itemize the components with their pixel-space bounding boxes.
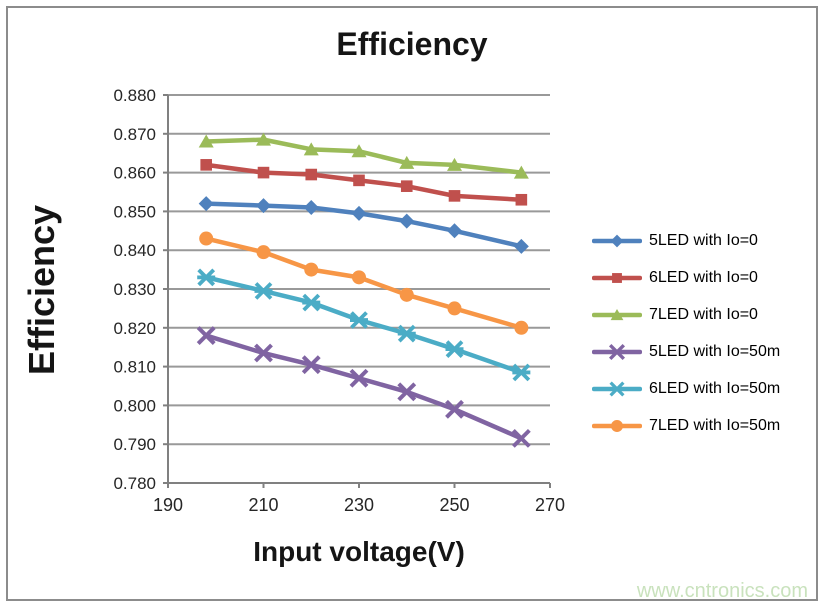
y-tick-label: 0.860 [113,164,156,183]
y-tick-label: 0.790 [113,435,156,454]
legend-label: 6LED with Io=50m [649,379,781,397]
y-tick-label: 0.780 [113,474,156,493]
legend-entry: 5LED with Io=0 [592,222,780,259]
asterisk-marker-icon [592,380,642,397]
series-5led-with-io-50m [196,326,531,448]
y-tick-label: 0.800 [113,396,156,415]
y-tick-label: 0.810 [113,358,156,377]
y-tick-label: 0.870 [113,125,156,144]
legend-entry: 6LED with Io=50m [592,370,780,407]
x-marker-icon [592,343,642,360]
legend-label: 5LED with Io=0 [649,231,758,249]
legend-entry: 5LED with Io=50m [592,333,780,370]
series-7led-with-io-0 [198,132,529,179]
series-6led-with-io-50m [197,268,531,382]
legend-entry: 7LED with Io=50m [592,407,780,444]
y-tick-label: 0.820 [113,319,156,338]
x-tick-label: 250 [439,495,469,515]
triangle-marker-icon [592,308,642,320]
legend-entry: 7LED with Io=0 [592,296,780,333]
y-tick-label: 0.880 [113,86,156,105]
circle-marker-icon [592,419,642,432]
series-6led-with-io-0 [200,159,528,206]
series-5led-with-io-0 [198,196,529,254]
x-axis-title: Input voltage(V) [253,536,465,567]
watermark: www.cntronics.com [636,580,808,602]
y-tick-label: 0.840 [113,241,156,260]
legend-label: 6LED with Io=0 [649,268,758,286]
x-tick-label: 270 [535,495,565,515]
chart-title: Efficiency [336,26,488,62]
x-tick-label: 230 [344,495,374,515]
square-marker-icon [592,272,642,283]
legend-label: 7LED with Io=0 [649,305,758,323]
legend-label: 5LED with Io=50m [649,342,781,360]
series-7led-with-io-50m [199,231,529,335]
legend: 5LED with Io=0 6LED with Io=0 7LED with Io… [592,222,780,444]
legend-label: 7LED with Io=50m [649,416,781,434]
x-tick-label: 190 [153,495,183,515]
x-tick-label: 210 [248,495,278,515]
diamond-marker-icon [592,234,642,247]
y-tick-label: 0.830 [113,280,156,299]
legend-entry: 6LED with Io=0 [592,259,780,296]
y-tick-label: 0.850 [113,202,156,221]
chart-frame [6,6,818,601]
